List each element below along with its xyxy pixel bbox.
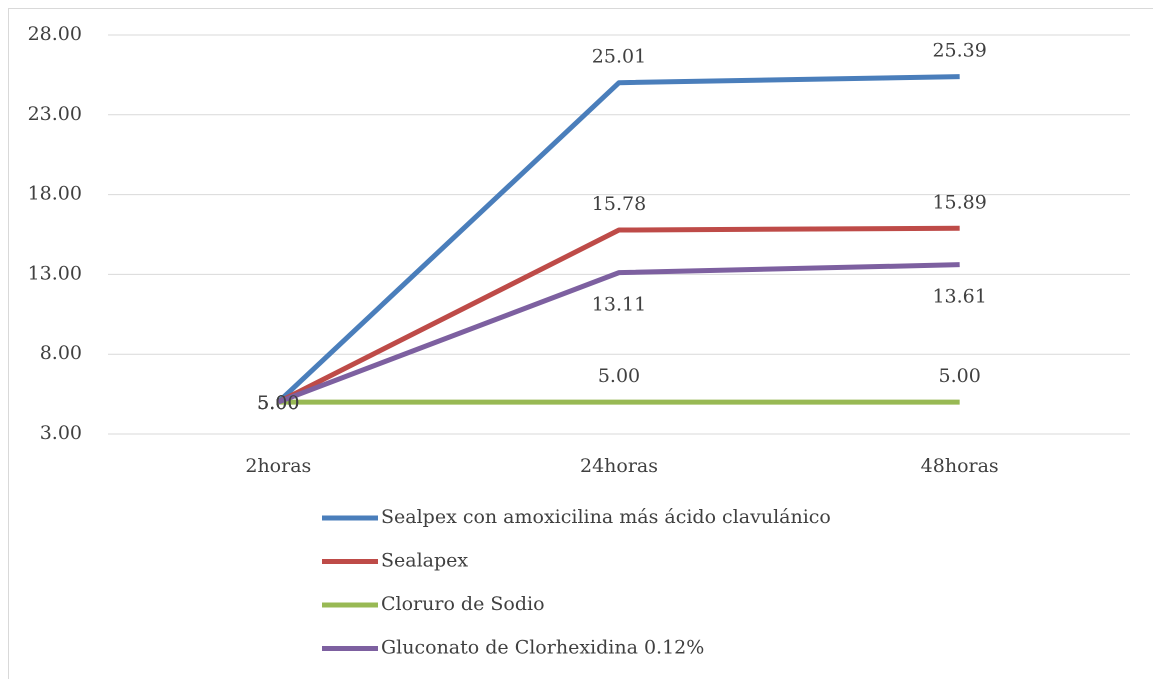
legend-label: Gluconato de Clorhexidina 0.12% — [381, 637, 704, 659]
x-tick-label: 48horas — [921, 455, 999, 477]
x-tick-label: 24horas — [580, 455, 658, 477]
series-line — [277, 262, 960, 405]
y-tick-label: 28.00 — [28, 23, 82, 45]
data-label: 13.61 — [932, 286, 986, 308]
legend-label: Sealapex — [381, 550, 468, 572]
data-label: 25.01 — [592, 46, 646, 68]
legend-label: Cloruro de Sodio — [381, 593, 545, 615]
data-label: 5.00 — [598, 365, 640, 387]
chart-border — [8, 8, 1153, 679]
series-line — [276, 74, 960, 404]
legend-label: Sealpex con amoxicilina más ácido clavul… — [381, 506, 831, 528]
data-label: 13.11 — [592, 294, 646, 316]
data-label: 25.39 — [932, 40, 986, 62]
data-label: 15.78 — [592, 193, 646, 215]
series-line — [277, 225, 960, 405]
data-label: 15.89 — [932, 191, 986, 213]
y-tick-label: 8.00 — [40, 342, 82, 364]
y-tick-label: 3.00 — [40, 422, 82, 444]
y-tick-label: 18.00 — [28, 183, 82, 205]
data-label: 5.00 — [939, 365, 981, 387]
data-label: 5.00 — [257, 392, 299, 414]
x-tick-label: 2horas — [245, 455, 311, 477]
y-tick-label: 13.00 — [28, 262, 82, 284]
y-tick-label: 23.00 — [28, 103, 82, 125]
